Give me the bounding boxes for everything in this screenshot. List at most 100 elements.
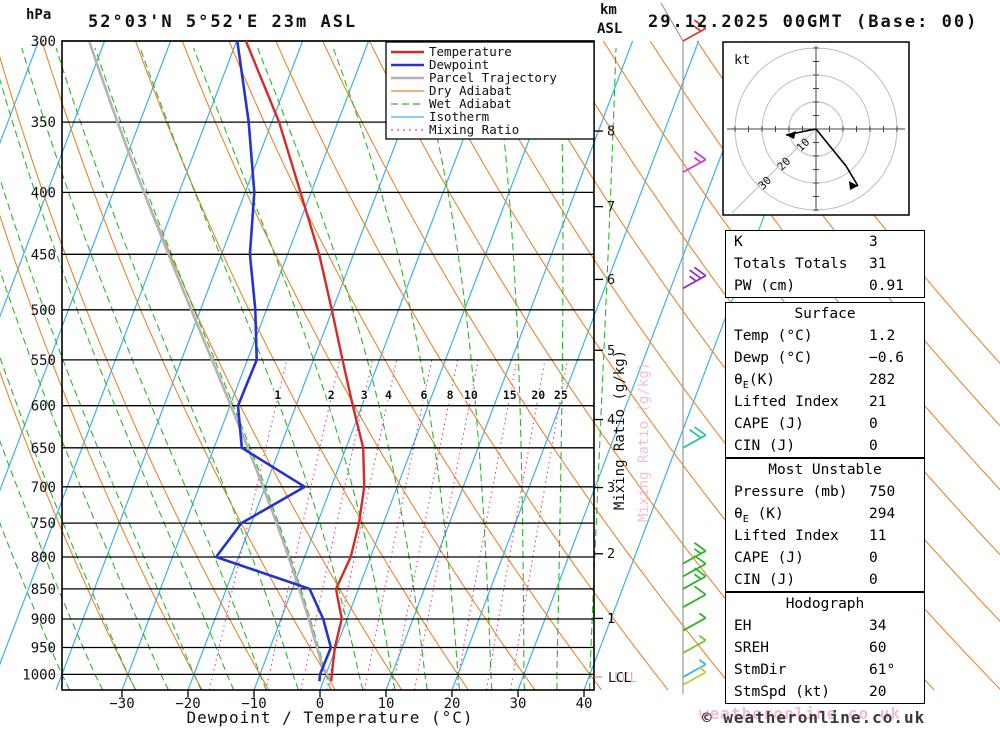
stats-row-value: −0.6 [869, 350, 904, 366]
stats-row-label: PW (cm) [734, 278, 796, 294]
wind-barb [682, 659, 707, 678]
stats-panel-indices: K 3 Totals Totals 31 PW (cm) 0.91 [725, 230, 925, 298]
stats-row-value: 31 [869, 256, 887, 272]
wind-barb-shaft [682, 671, 707, 686]
stats-row: PW (cm) 0.91 [726, 275, 924, 297]
wind-barb-feather [693, 573, 702, 580]
stats-row-value: 282 [869, 372, 896, 388]
wind-barb-feather [689, 269, 702, 280]
stats-row-value: 21 [869, 394, 887, 410]
stats-row: CIN (J) 0 [726, 435, 924, 457]
stats-row: Lifted Index 21 [726, 391, 924, 413]
wind-barb [682, 554, 707, 578]
stats-panel-title: Most Unstable [768, 462, 882, 478]
wind-barb-feather [698, 666, 707, 673]
wind-barb-feather [689, 275, 697, 282]
stats-row: θE(K) 282 [726, 369, 924, 391]
lcl-marker-watermark: LCL [614, 671, 638, 686]
parcel-trajectory-curve [88, 42, 333, 682]
pressure-tick-label: 450 [31, 247, 56, 263]
stats-row-value: 60 [869, 640, 887, 656]
wind-barb-feather [693, 548, 702, 555]
plot-border [61, 40, 595, 691]
wind-barb-feather [693, 150, 707, 161]
sounding-profiles [88, 40, 366, 682]
legend-item-label: Dewpoint [429, 57, 489, 72]
dry-adiabat-line [743, 40, 1000, 365]
wind-barb [682, 585, 707, 608]
wind-barb-shaft [682, 593, 707, 608]
stats-row-label: Pressure (mb) [734, 484, 848, 500]
temp-tick-label: −30 [109, 696, 134, 712]
wind-barb-feather [693, 567, 707, 578]
isotherm-line [451, 40, 700, 691]
wind-barb-feather [698, 634, 707, 642]
stats-row-label: K [734, 234, 743, 250]
stats-row-value: 3 [869, 234, 878, 250]
wind-barb-shaft [682, 575, 707, 590]
wind-barb [682, 666, 707, 686]
dry-adiabat-line [0, 371, 137, 691]
km-tick-label: 6 [607, 272, 615, 288]
stats-row-value: 0 [869, 416, 878, 432]
wind-barb-feather [693, 19, 707, 30]
mixing-ratio-value-label: 6 [421, 388, 428, 402]
mixing-ratio-value-label: 2 [328, 388, 335, 402]
isotherm-line [385, 40, 634, 691]
pressure-tick-label: 900 [31, 612, 56, 628]
copyright-label: © weatheronline.co.uk [702, 708, 925, 727]
wind-barb-feather [698, 659, 707, 666]
stats-row-label: CAPE (J) [734, 416, 804, 432]
temp-tick-label: 20 [444, 696, 461, 712]
wind-barb-shaft [682, 274, 707, 290]
x-axis-label: Dewpoint / Temperature (°C) [186, 708, 473, 727]
stats-row: EH 34 [726, 615, 924, 637]
isotherm-line [187, 40, 436, 691]
station-title: 52°03'N 5°52'E 23m ASL [88, 12, 357, 32]
wet-adiabat-line [193, 47, 396, 691]
stats-row-value: 0 [869, 550, 878, 566]
stats-row-label: CAPE (J) [734, 550, 804, 566]
wind-barb-feather [693, 554, 707, 565]
asl-unit-label: ASL [597, 21, 622, 37]
pressure-tick-label: 350 [31, 115, 56, 131]
isotherm-line [121, 40, 370, 691]
temp-tick-label: 10 [378, 696, 395, 712]
stats-row-label: EH [734, 618, 752, 634]
stats-row-label: Dewp (°C) [734, 350, 813, 366]
wind-barb [682, 567, 707, 590]
stats-row: CIN (J) 0 [726, 569, 924, 591]
pressure-tick-label: 500 [31, 303, 56, 319]
stats-row-label: StmDir [734, 662, 787, 678]
mixing-ratio-value-label: 15 [503, 388, 517, 402]
wet-adiabat-line [589, 47, 617, 691]
km-tick-label: 2 [607, 546, 615, 562]
km-unit-label: km [600, 2, 617, 18]
stats-row: CAPE (J) 0 [726, 547, 924, 569]
dry-adiabat-line [134, 40, 469, 691]
mixing-ratio-axis-label: Mixing Ratio (g/kg) [612, 350, 628, 510]
wind-barb-staff-top [660, 2, 684, 42]
stats-row-value: 11 [869, 528, 887, 544]
pressure-tick-label: 300 [31, 34, 56, 50]
stats-row-value: 0 [869, 572, 878, 588]
pressure-tick-label: 1000 [22, 667, 56, 683]
wind-barb [682, 634, 707, 654]
pressure-tick-label: 550 [31, 353, 56, 369]
wet-adiabat-line [0, 78, 235, 691]
stats-row-value: 0.91 [869, 278, 904, 294]
stats-panel-hodograph: Hodograph EH 34 SREH 60 StmDir 61° StmSpd (kt) 2… [725, 592, 925, 704]
stats-row: StmDir 61° [726, 659, 924, 681]
km-tick-label: 4 [607, 412, 615, 428]
stats-row-value: 34 [869, 618, 887, 634]
stats-row-label: StmSpd (kt) [734, 684, 831, 700]
wet-adiabat-line [0, 268, 169, 691]
legend-item-label: Isotherm [429, 109, 489, 124]
temp-tick-label: 40 [576, 696, 593, 712]
wet-adiabat-line [332, 47, 461, 691]
pressure-tick-label: 700 [31, 480, 56, 496]
wind-barb-shaft [682, 158, 707, 174]
wind-barb-shaft [682, 663, 707, 678]
